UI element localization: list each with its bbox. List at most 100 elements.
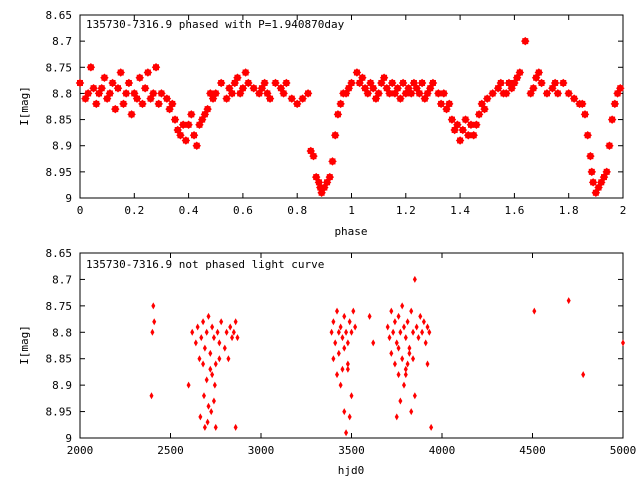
unphased-data-point [224,328,229,336]
unphased-data-point [347,413,352,421]
phased-data-point-star [374,89,383,98]
unphased-data-point [210,371,215,379]
phased-y-tick-label: 8.65 [46,9,73,22]
unphased-data-point [407,349,412,357]
phased-data-point-star [488,89,497,98]
phased-y-tick-label: 8.7 [52,35,72,48]
unphased-data-point [209,408,214,416]
phased-data-point-star [108,78,117,88]
phased-y-axis-label: I[mag] [18,86,31,126]
unphased-y-tick-label: 9 [65,432,72,445]
phased-data-point-star [238,83,248,93]
phased-y-tick-label: 9 [65,192,72,205]
phased-data-point-star [303,89,313,98]
unphased-data-point [219,318,224,326]
phased-x-tick-label: 2 [620,204,627,217]
unphased-data-point [409,408,414,416]
unphased-data-point [400,355,405,363]
unphased-light-curve-panel: 2000 2500 3000 3500 4000 4500 5000 8.65 8.7 8.75 8… [18,247,636,477]
phased-data-point-star [216,78,226,88]
unphased-data-point [416,334,421,342]
unphased-ticks: 2000 2500 3000 3500 4000 4500 5000 8.65 8.7 8.75 8… [46,247,637,457]
phased-data-point-star [428,78,438,88]
unphased-data-point [411,355,416,363]
phased-data-point-star [347,78,356,88]
unphased-data-point [401,381,406,389]
phased-data-point-star [325,172,335,182]
unphased-data-point [235,334,240,342]
unphased-data-point [340,365,345,373]
unphased-data-point [425,360,430,368]
unphased-y-tick-label: 8.65 [46,247,73,260]
unphased-data-point [405,360,410,368]
unphased-data-point [329,328,334,336]
unphased-data-point [336,349,341,357]
phased-data-point-star [181,136,191,145]
phased-data-point-star [132,94,142,103]
unphased-data-point [230,334,235,342]
unphased-data-point [198,413,203,421]
phased-data-point-star [178,120,188,130]
phased-data-point-star [176,131,185,140]
unphased-data-point [396,371,401,379]
unphased-data-point [342,408,347,416]
unphased-data-point [149,392,154,400]
unphased-data-point [349,392,354,400]
unphased-data-point [394,339,399,347]
phased-data-point-star [333,110,343,119]
unphased-data-point [418,312,423,320]
unphased-data-point [342,344,347,352]
phased-data-point-star [149,89,158,98]
phased-data-point-star [249,83,259,93]
phased-plot-title: 135730-7316.9 phased with P=1.940870day [86,18,345,31]
phased-data-point-star [469,131,478,140]
unphased-data-point [213,360,218,368]
phased-data-point-star [328,157,337,166]
phased-data-point-star [138,99,147,109]
unphased-data-point [420,328,425,336]
phased-data-point-star [83,89,93,98]
phased-data-point-star [203,104,212,114]
phased-x-axis-label: phase [334,225,367,238]
unphased-data-point [233,318,238,326]
phased-data-point-star [119,99,128,109]
phased-data-point-star [474,110,484,119]
phased-data-point-star [170,115,180,124]
unphased-data-point [202,423,207,431]
phased-data-point-star [154,99,163,109]
phased-data-point-star [124,78,134,88]
unphased-x-tick-label: 2500 [157,444,184,457]
phased-data-point-star [233,73,242,82]
unphased-points [149,275,625,437]
phased-data-point-star [368,83,378,93]
unphased-data-point [396,312,401,320]
unphased-y-tick-label: 8.95 [46,406,73,419]
phased-data-point-star [453,120,462,130]
phased-data-point-star [162,94,172,103]
phased-data-point-star [92,99,101,109]
unphased-data-point [342,312,347,320]
phased-data-point-star [192,141,201,150]
unphased-data-point [193,339,198,347]
unphased-data-point [340,334,345,342]
phased-x-tick-label: 0.6 [233,204,253,217]
unphased-data-point [338,323,343,331]
phased-data-point-star [298,94,307,103]
unphased-data-point [345,365,350,373]
phased-data-point-star [157,89,166,98]
phased-data-point-star [227,89,237,98]
unphased-data-point [532,307,537,315]
unphased-data-point [208,349,213,357]
unphased-data-point [371,339,376,347]
phased-data-point-star [97,83,106,93]
unphased-x-axis-label: hjd0 [338,464,365,477]
unphased-data-point [333,339,338,347]
phased-data-point-star [271,78,280,88]
unphased-data-point [212,381,217,389]
unphased-data-point [345,339,350,347]
unphased-data-point [429,423,434,431]
unphased-data-point [407,344,412,352]
phased-data-point-star [279,89,288,98]
phased-data-point-star [89,83,98,93]
